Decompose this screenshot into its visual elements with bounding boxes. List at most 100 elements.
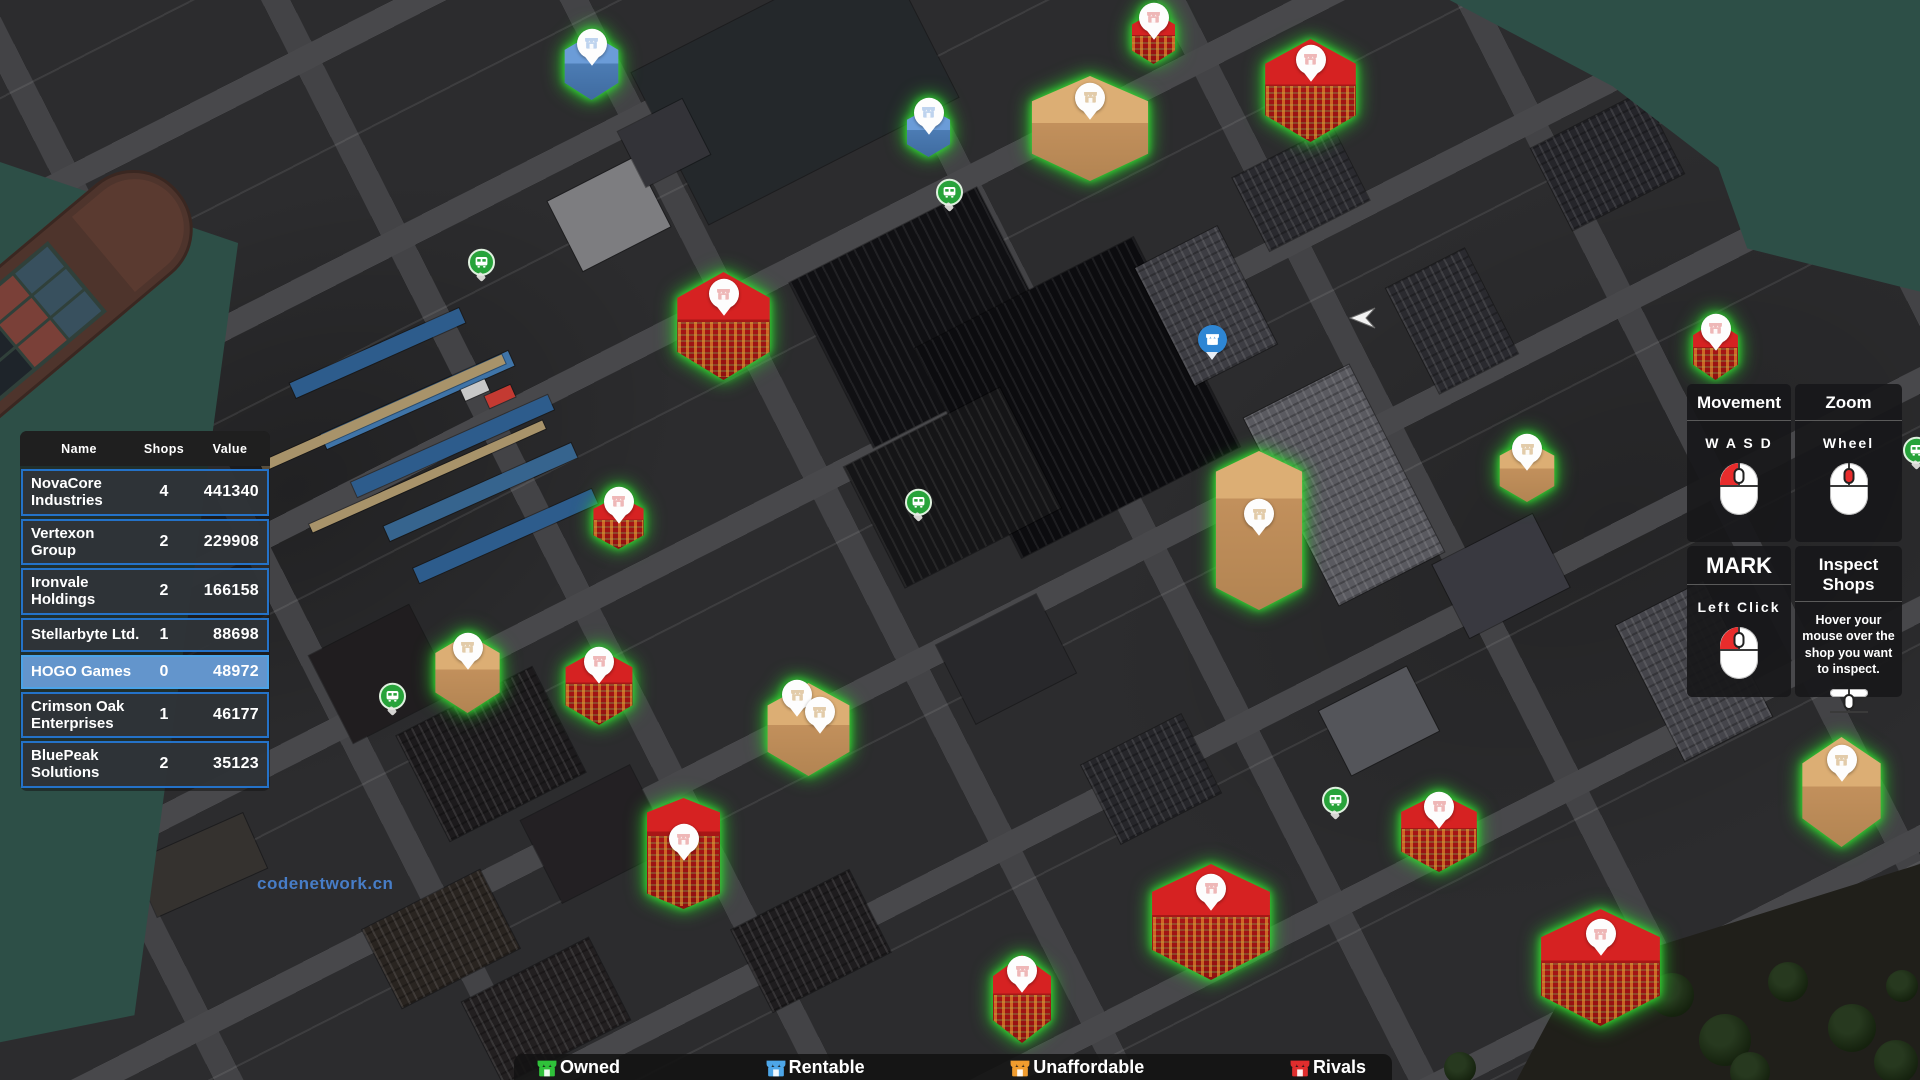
shop-building-rival[interactable] <box>989 955 1055 1043</box>
company-value: 46177 <box>213 705 259 723</box>
mouse-body-divider <box>1720 484 1758 487</box>
shop-pin-icon[interactable] <box>583 646 615 689</box>
shop-icon <box>536 1059 558 1078</box>
shop-building-unaffordable[interactable] <box>1496 434 1558 502</box>
bus-stop-icon[interactable] <box>377 682 407 725</box>
shop-building-unaffordable[interactable] <box>1797 737 1886 847</box>
pin-tail <box>676 851 691 868</box>
shop-building-rival[interactable] <box>671 272 776 380</box>
company-value: 441340 <box>203 483 259 501</box>
shop-building-rentable[interactable] <box>561 28 622 100</box>
shop-pin-icon[interactable] <box>1511 434 1543 476</box>
shop-pin-icon[interactable] <box>781 680 813 722</box>
leaderboard-row[interactable]: NovaCore Industries 4 441340 <box>21 469 269 516</box>
pin-tail <box>1520 462 1534 478</box>
shop-building-rival[interactable] <box>1144 864 1278 980</box>
shop-pin-icon[interactable] <box>1423 791 1455 833</box>
leaderboard-row[interactable]: HOGO Games 0 48972 <box>21 654 269 689</box>
pin-head <box>452 632 483 663</box>
shop-pin-icon[interactable] <box>1585 918 1617 963</box>
company-shops-count: 2 <box>159 532 169 550</box>
pin-head <box>1512 434 1542 465</box>
company-shops-count: 2 <box>159 755 169 773</box>
company-name: NovaCore Industries <box>31 475 103 510</box>
shop-pin-icon[interactable] <box>1006 956 1038 998</box>
pin-head <box>1700 313 1731 344</box>
shop-building-rival[interactable] <box>642 798 725 909</box>
shop-pin-icon[interactable] <box>1138 2 1170 44</box>
bus-stop-icon[interactable] <box>1320 786 1350 829</box>
legend-item-rivals: Rivals <box>1289 1057 1366 1078</box>
leaderboard-row[interactable]: Crimson Oak Enterprises 1 46177 <box>21 691 269 738</box>
shop-pin-icon[interactable] <box>1243 498 1275 541</box>
shop-building-rival[interactable] <box>1690 313 1741 380</box>
shop-pin-icon[interactable] <box>1700 313 1732 355</box>
pin-head <box>1424 791 1454 822</box>
help-cell-label: Left Click <box>1697 599 1781 616</box>
shop-pin-icon[interactable] <box>1826 744 1858 789</box>
pin-head <box>576 28 607 59</box>
rentable-shop-pin-icon[interactable] <box>1196 325 1228 365</box>
company-shops-count: 4 <box>159 483 169 501</box>
shop-building-rival[interactable] <box>1533 909 1668 1026</box>
pin-head <box>1244 498 1274 529</box>
pin-head <box>1826 744 1857 775</box>
company-name: HOGO Games <box>31 662 132 680</box>
pin-tail <box>1015 984 1029 1000</box>
shop-building-unaffordable[interactable] <box>431 632 504 713</box>
mouse-icon <box>1720 462 1758 515</box>
company-name: Crimson Oak Enterprises <box>31 697 125 732</box>
legend-label: Owned <box>560 1057 621 1077</box>
map-legend: Owned Rentable Unaffordable Rivals <box>514 1054 1392 1080</box>
pin-tail <box>790 708 805 724</box>
pin-head <box>1138 2 1169 33</box>
shop-building-rival[interactable] <box>561 646 637 725</box>
shop-pin-icon[interactable] <box>708 279 740 321</box>
shop-pin-icon[interactable] <box>1195 873 1227 916</box>
bus-stop-circle <box>378 682 406 710</box>
shop-building-rival[interactable] <box>1396 791 1482 872</box>
mouse-wheel <box>1843 467 1854 484</box>
watermark-text: codenetwork.cn <box>257 874 394 893</box>
shop-building-rival[interactable] <box>1129 2 1178 64</box>
shop-icon <box>1009 1059 1031 1078</box>
pin-tail <box>584 56 599 73</box>
tree <box>1444 1052 1476 1080</box>
shop-pin-icon[interactable] <box>913 97 945 139</box>
shop-pin-icon[interactable] <box>804 696 836 739</box>
leaderboard-row[interactable]: Vertexon Group 2 229908 <box>21 518 269 565</box>
company-name: Vertexon Group <box>31 524 95 559</box>
bus-stop-icon[interactable] <box>1901 436 1920 479</box>
pin-tail <box>1593 946 1608 963</box>
building-windows <box>678 321 769 377</box>
bus-stop-circle <box>904 488 932 516</box>
shop-pin-icon[interactable] <box>668 823 700 868</box>
bus-stop-icon[interactable] <box>903 488 933 531</box>
bus-stop-icon[interactable] <box>466 248 496 291</box>
leaderboard-row[interactable]: BluePeak Solutions 2 35123 <box>21 741 269 788</box>
pin-tail <box>1834 772 1849 789</box>
shop-building-rentable[interactable] <box>904 97 953 157</box>
leaderboard-row[interactable]: Stellarbyte Ltd. 1 88698 <box>21 617 269 652</box>
shop-building-unaffordable[interactable] <box>1210 451 1308 610</box>
shop-building-rival[interactable] <box>1259 39 1362 142</box>
shop-pin-icon[interactable] <box>1295 44 1327 87</box>
company-name: Stellarbyte Ltd. <box>31 625 140 643</box>
pin-tail <box>460 660 475 676</box>
pin-head <box>782 680 813 711</box>
leaderboard-row[interactable]: Ironvale Holdings 2 166158 <box>21 568 269 615</box>
pin-head <box>804 696 835 727</box>
shop-pin-icon[interactable] <box>603 486 635 529</box>
mouse-icon <box>1829 462 1868 515</box>
legend-item-owned: Owned <box>536 1057 620 1078</box>
mouse-cursor-icon <box>1347 306 1377 335</box>
shop-pin-icon[interactable] <box>1074 82 1106 124</box>
tree <box>1828 1004 1876 1052</box>
shop-building-unaffordable[interactable] <box>762 680 855 776</box>
shop-building-rival[interactable] <box>590 486 647 549</box>
shop-pin-icon[interactable] <box>452 632 484 674</box>
company-value: 166158 <box>203 582 259 600</box>
shop-building-unaffordable[interactable] <box>1024 76 1156 181</box>
shop-pin-icon[interactable] <box>576 28 608 73</box>
bus-stop-icon[interactable] <box>934 178 964 221</box>
